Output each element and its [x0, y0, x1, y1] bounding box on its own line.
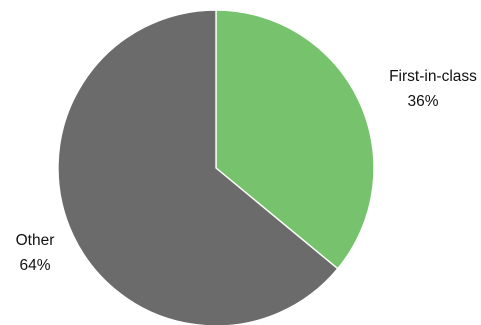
slice-label-first-in-class: First-in-class	[389, 68, 477, 85]
slice-value-first-in-class: 36%	[407, 93, 438, 110]
pie-slice-other	[57, 9, 339, 325]
slice-label-other: Other	[16, 232, 55, 249]
slice-value-other: 64%	[19, 257, 50, 274]
pie-slices	[57, 9, 375, 325]
pie-slice-first-in-class	[215, 9, 375, 270]
